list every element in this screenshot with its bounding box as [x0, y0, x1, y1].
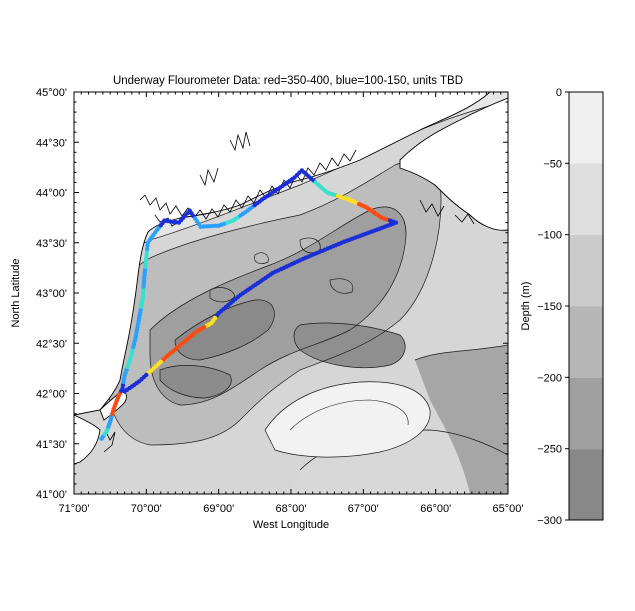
track-point [122, 389, 127, 394]
colorbar-tick-label: 0 [556, 87, 562, 99]
x-tick-label: 70°00' [131, 503, 162, 515]
y-tick-label: 45°00' [36, 87, 67, 99]
coastline-detail [103, 131, 475, 453]
bathymetry-deep [150, 206, 406, 405]
colorbar-band [569, 378, 603, 450]
colorbar-ticks [565, 91, 569, 521]
colorbar-label: Depth (m) [520, 282, 532, 331]
x-tick-label: 71°00' [59, 503, 90, 515]
map-ticks [73, 91, 509, 495]
track-point [121, 376, 127, 381]
colorbar-band [569, 306, 603, 378]
y-tick-label: 42°00' [36, 389, 67, 401]
y-tick-label: 42°30' [36, 338, 67, 350]
land-mass [74, 92, 508, 465]
colorbar-tick-label: −100 [537, 230, 562, 242]
x-tick-label: 66°00' [420, 503, 451, 515]
georges-bank [264, 381, 431, 458]
colorbar-band [569, 92, 603, 164]
colorbar-band [569, 235, 603, 307]
colorbar-tick-label: −300 [537, 515, 562, 527]
map-panel [74, 92, 508, 494]
y-tick-labels: 45°00' 44°30' 44°00' 43°30' 43°00' 42°30… [36, 87, 67, 501]
y-tick-label: 44°00' [36, 188, 67, 200]
y-tick-label: 41°00' [36, 489, 67, 501]
x-tick-label: 67°00' [348, 503, 379, 515]
colorbar-tick-label: −200 [537, 372, 562, 384]
colorbar-tick-label: −50 [543, 158, 562, 170]
x-tick-label: 65°00' [493, 503, 524, 515]
y-axis-label: North Latitude [10, 258, 22, 327]
track-point [120, 383, 126, 388]
track-points [99, 168, 399, 441]
colorbar: 0 −50 −100 −150 −200 −250 −300 Depth (m) [520, 87, 604, 527]
colorbar-tick-label: −150 [537, 301, 562, 313]
y-tick-label: 43°00' [36, 288, 67, 300]
colorbar-band [569, 449, 603, 520]
y-tick-label: 41°30' [36, 439, 67, 451]
figure-title: Underway Flourometer Data: red=350-400, … [113, 75, 463, 87]
x-axis-label: West Longitude [253, 519, 329, 531]
x-tick-label: 68°00' [276, 503, 307, 515]
y-tick-label: 43°30' [36, 238, 67, 250]
x-tick-label: 69°00' [203, 503, 234, 515]
colorbar-tick-label: −250 [537, 444, 562, 456]
colorbar-band [569, 163, 603, 235]
y-tick-label: 44°30' [36, 137, 67, 149]
x-tick-labels: 71°00' 70°00' 69°00' 68°00' 67°00' 66°00… [59, 503, 524, 515]
